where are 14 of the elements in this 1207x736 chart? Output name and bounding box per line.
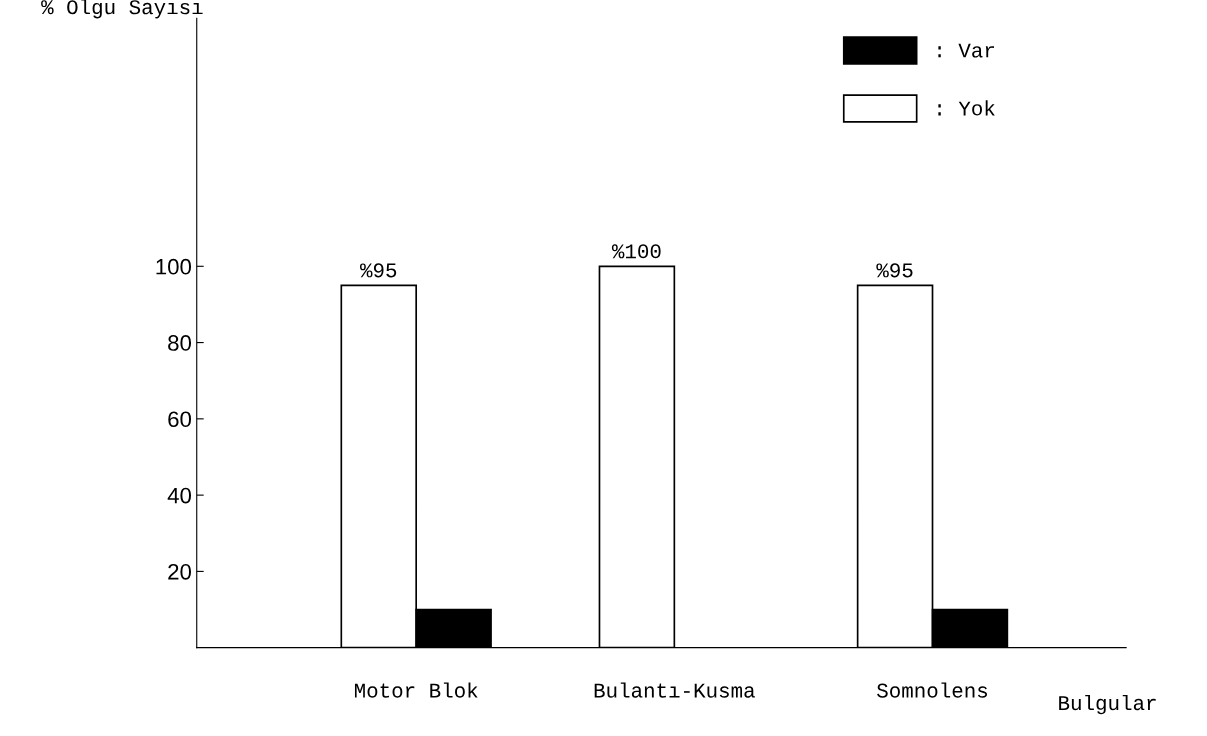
data-label: %100 (611, 244, 661, 259)
y-tick-label: 80 (168, 335, 192, 351)
x-axis-title: Bulgular (1059, 694, 1156, 715)
data-label: %95 (876, 263, 913, 278)
legend-label: : Yok (938, 100, 995, 116)
data-label: %95 (359, 263, 397, 278)
x-tick-label: Somnolens (877, 682, 988, 698)
x-tick-label: Bulantı-Kusma (594, 682, 755, 698)
y-tick-label: 40 (167, 487, 192, 504)
y-tick-label: 100 (156, 258, 192, 275)
legend-label: : Var (938, 43, 994, 58)
y-tick-label: 60 (168, 411, 192, 428)
y-tick-label: 20 (168, 563, 192, 580)
x-tick-label: Motor Blok (354, 682, 478, 698)
